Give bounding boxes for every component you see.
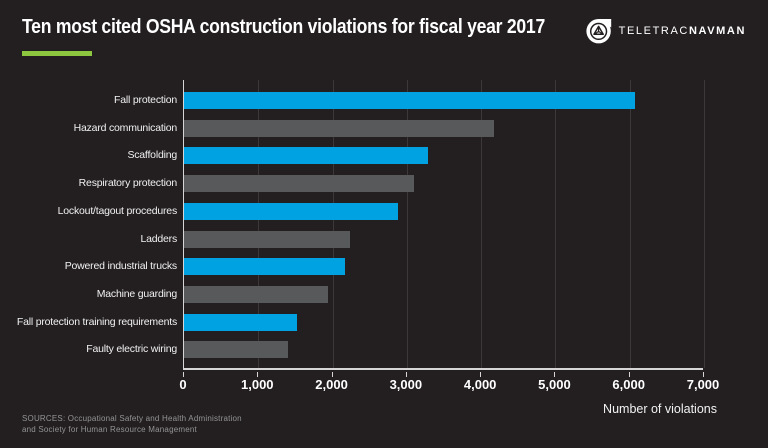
x-axis-tick	[331, 372, 333, 377]
brand-logo-text: TELETRACNAVMAN	[619, 25, 746, 37]
brand-name-teletrac: TELETRAC	[618, 25, 689, 37]
x-axis-tick-label: 6,000	[612, 377, 645, 392]
x-axis-tick	[554, 372, 556, 377]
x-axis-tick	[257, 372, 259, 377]
x-axis-tick	[480, 372, 482, 377]
gridline	[332, 80, 334, 368]
category-label: Faulty electric wiring	[86, 343, 177, 356]
category-label: Respiratory protection	[78, 177, 178, 190]
category-label: Machine guarding	[96, 287, 177, 300]
x-axis-tick-label: 7,000	[686, 377, 720, 392]
x-axis-title: Number of violations	[603, 402, 717, 416]
category-label: Hazard communication	[73, 121, 178, 134]
bar	[184, 285, 328, 303]
sources-line-1: SOURCES: Occupational Safety and Health …	[22, 414, 242, 423]
bar	[184, 92, 636, 109]
x-axis-tick-label: 5,000	[538, 377, 571, 392]
category-label: Powered industrial trucks	[64, 260, 178, 273]
brand-logo: TELETRACNAVMAN	[586, 18, 746, 44]
gridline	[555, 80, 557, 368]
category-label: Scaffolding	[127, 149, 177, 162]
category-label: Ladders	[140, 232, 177, 245]
title-accent-bar	[22, 51, 92, 56]
x-axis-tick	[183, 372, 184, 377]
bar	[184, 341, 289, 359]
x-axis-tick	[703, 372, 704, 377]
bar	[184, 313, 298, 331]
gridline	[704, 80, 705, 368]
page-title: Ten most cited OSHA construction violati…	[22, 16, 545, 38]
category-label: Lockout/tagout procedures	[57, 204, 178, 217]
gridline	[258, 80, 260, 368]
x-axis-tick	[405, 372, 407, 377]
sources-line-2: and Society for Human Resource Managemen…	[22, 425, 197, 434]
category-label: Fall protection	[114, 94, 177, 106]
bar	[184, 119, 495, 137]
brand-name-navman: NAVMAN	[688, 25, 746, 37]
gridline	[629, 80, 631, 368]
x-axis-tick	[628, 372, 630, 377]
x-axis-tick-label: 0	[179, 377, 187, 392]
gridline	[406, 80, 408, 368]
teletrac-navman-emblem-icon	[586, 18, 612, 44]
bar	[184, 175, 415, 193]
plot-area	[183, 80, 705, 370]
bar	[184, 202, 398, 220]
bar	[184, 147, 429, 165]
category-label: Fall protection training requirements	[16, 315, 177, 328]
gridline	[481, 80, 483, 368]
bar	[184, 258, 345, 276]
x-axis-tick-label: 1,000	[241, 377, 274, 392]
category-axis-labels: Fall protection Hazard communication Scaff…	[0, 80, 177, 370]
x-axis-tick-label: 2,000	[315, 377, 348, 392]
sources-note: SOURCES: Occupational Safety and Health …	[22, 413, 242, 435]
x-axis-tick-label: 3,000	[389, 377, 423, 392]
bar	[184, 230, 351, 248]
x-axis-tick-label: 4,000	[463, 377, 497, 392]
